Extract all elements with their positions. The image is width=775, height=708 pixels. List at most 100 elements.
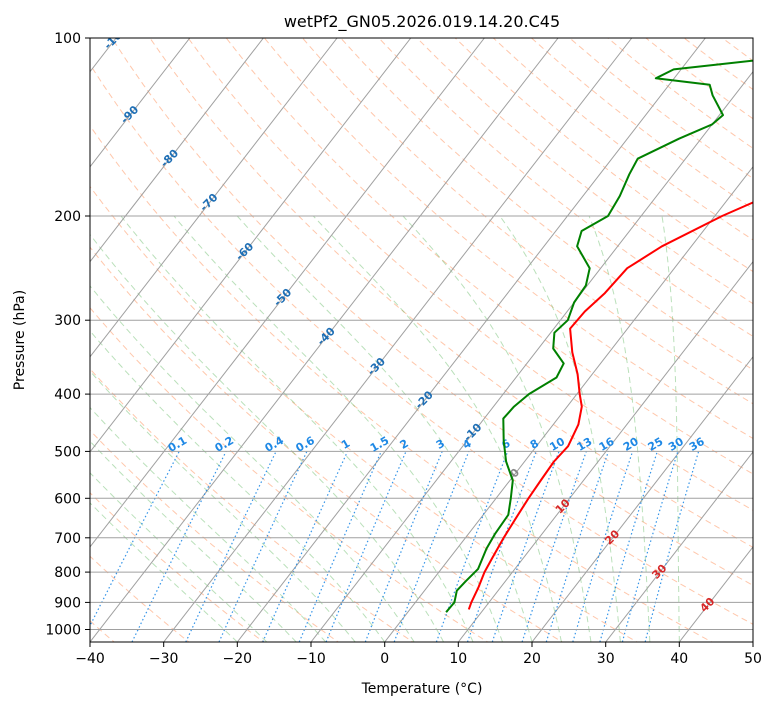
sounding-profiles bbox=[445, 59, 753, 613]
isotherm-line bbox=[163, 38, 633, 642]
isotherm-line bbox=[384, 165, 753, 642]
x-tick-label: −10 bbox=[296, 651, 326, 667]
dry-adiabat bbox=[264, 38, 753, 440]
mixing-ratio-line bbox=[262, 451, 349, 642]
x-axis: −40 −30 −20 −10 0 10 20 30 40 50 bbox=[75, 642, 762, 667]
y-tick-label: 1000 bbox=[45, 623, 81, 639]
dewpoint-line bbox=[445, 59, 753, 613]
x-tick-label: −30 bbox=[149, 651, 179, 667]
moist-adiabat bbox=[402, 215, 592, 642]
dry-adiabat bbox=[90, 124, 713, 642]
moist-adiabat bbox=[236, 215, 533, 642]
moist-adiabat bbox=[661, 215, 680, 642]
mixing-ratio-label: 2 bbox=[398, 437, 411, 452]
moist-adiabat bbox=[90, 406, 327, 642]
x-tick-label: −20 bbox=[223, 651, 253, 667]
moist-adiabat bbox=[173, 215, 503, 642]
isotherm-label: -30 bbox=[365, 355, 388, 378]
mixing-ratio-line bbox=[621, 451, 679, 642]
plot-frame bbox=[89, 37, 754, 643]
dry-adiabat bbox=[90, 246, 564, 642]
isotherm-line bbox=[90, 38, 559, 642]
dry-adiabat bbox=[683, 38, 753, 91]
dry-adiabat bbox=[340, 38, 753, 371]
mixing-ratio-line bbox=[298, 451, 382, 642]
mixing-ratio-label: 3 bbox=[434, 437, 447, 452]
mixing-ratio-line bbox=[644, 451, 700, 642]
dry-adiabat bbox=[225, 38, 753, 475]
y-tick-label: 400 bbox=[54, 387, 81, 403]
dry-adiabat bbox=[492, 38, 753, 241]
plot-area: 0.1 0.2 0.4 0.6 1 1.5 2 3 4 6 8 10 13 16 20 25 30 36-100-… bbox=[90, 38, 775, 644]
temperature-line bbox=[467, 201, 753, 610]
moist-adiabat bbox=[312, 215, 562, 642]
mixing-ratio-line bbox=[90, 451, 180, 628]
y-tick-label: 600 bbox=[54, 491, 81, 507]
x-tick-label: 50 bbox=[744, 651, 762, 667]
y-tick-label: 700 bbox=[54, 531, 81, 547]
mixing-ratio-line bbox=[572, 451, 634, 642]
dry-adiabat bbox=[454, 38, 753, 273]
moist-adiabat bbox=[90, 440, 297, 642]
y-axis-label: Pressure (hPa) bbox=[12, 290, 28, 390]
dry-adiabat bbox=[378, 38, 753, 337]
mixing-ratio-line bbox=[545, 451, 609, 642]
dry-adiabat bbox=[760, 38, 775, 644]
isotherm-line bbox=[752, 641, 753, 642]
y-tick-label: 100 bbox=[54, 31, 81, 47]
isotherm-label: 40 bbox=[697, 595, 717, 615]
dry-adiabat bbox=[187, 38, 753, 511]
y-axis: 100 200 300 400 500 600 700 800 900 1000 bbox=[45, 31, 90, 639]
mixing-ratio-label: 8 bbox=[528, 437, 541, 452]
dry-adiabat bbox=[90, 555, 190, 642]
isotherm-line bbox=[605, 451, 753, 642]
moist-adiabat bbox=[120, 215, 474, 642]
dry-adiabat bbox=[302, 38, 753, 405]
dry-adiabat bbox=[149, 38, 753, 548]
y-tick-label: 500 bbox=[54, 444, 81, 460]
x-tick-label: 20 bbox=[523, 651, 541, 667]
mixing-ratio-line bbox=[491, 451, 560, 642]
mixing-ratio-line bbox=[521, 451, 587, 642]
x-axis-label: Temperature (°C) bbox=[361, 681, 483, 697]
isotherm-line bbox=[90, 38, 264, 263]
isotherm-line bbox=[457, 260, 753, 642]
mixing-ratio-label: 6 bbox=[499, 437, 512, 452]
dry-adiabat bbox=[722, 38, 753, 62]
isotherm-line bbox=[310, 70, 753, 642]
isotherm-label: -60 bbox=[233, 240, 256, 263]
dry-adiabat bbox=[90, 307, 489, 642]
isotherm-label: 30 bbox=[649, 561, 669, 581]
mixing-ratio-line bbox=[364, 451, 443, 642]
moist-adiabat bbox=[90, 330, 386, 642]
isotherm-label: 20 bbox=[602, 527, 622, 547]
x-tick-label: 30 bbox=[597, 651, 615, 667]
moist-adiabat bbox=[90, 285, 415, 642]
moist-adiabat bbox=[90, 472, 268, 642]
moist-adiabat bbox=[90, 370, 356, 642]
moist-adiabat bbox=[90, 233, 445, 642]
isotherm-line bbox=[90, 38, 485, 548]
dry-adiabat bbox=[90, 63, 753, 625]
dry-adiabat bbox=[645, 38, 753, 120]
dry-adiabat bbox=[111, 38, 753, 586]
isotherm-label: -70 bbox=[197, 191, 220, 214]
y-tick-label: 300 bbox=[54, 313, 81, 329]
reference-lines bbox=[90, 38, 775, 644]
moist-adiabat bbox=[588, 215, 651, 642]
x-tick-label: 10 bbox=[449, 651, 467, 667]
moist-adiabat bbox=[90, 502, 238, 642]
dry-adiabat bbox=[90, 368, 414, 642]
mixing-ratio-line bbox=[435, 451, 509, 642]
isotherm-line bbox=[531, 356, 753, 642]
isotherm-line bbox=[90, 38, 412, 453]
y-tick-label: 200 bbox=[54, 209, 81, 225]
y-tick-label: 900 bbox=[54, 595, 81, 611]
x-tick-label: 0 bbox=[380, 651, 389, 667]
x-tick-label: 40 bbox=[670, 651, 688, 667]
mixing-ratio-line bbox=[599, 451, 658, 642]
isotherm-label: -80 bbox=[158, 146, 181, 169]
isotherm-label: -50 bbox=[271, 286, 294, 309]
mixing-ratio-line bbox=[218, 451, 308, 642]
